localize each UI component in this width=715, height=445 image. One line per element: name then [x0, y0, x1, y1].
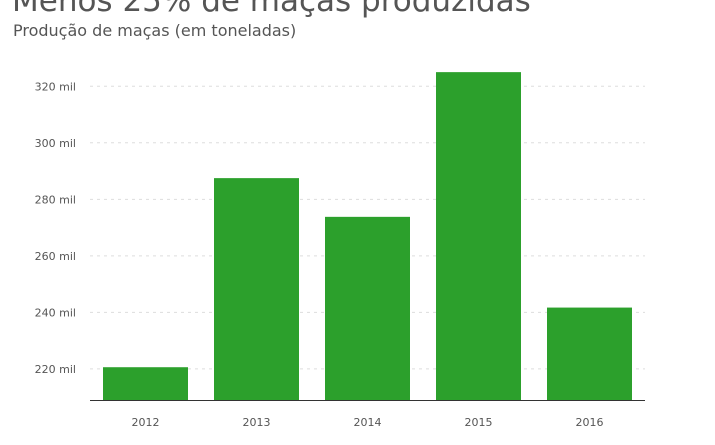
- x-tick-label: 2014: [354, 416, 382, 429]
- x-tick-label: 2016: [576, 416, 604, 429]
- bar-2016: [547, 307, 632, 400]
- y-tick-label: 220 mil: [35, 363, 76, 376]
- y-tick-label: 240 mil: [35, 306, 76, 319]
- y-tick-label: 300 mil: [35, 137, 76, 150]
- x-tick-label: 2013: [243, 416, 271, 429]
- chart-title: Menos 25% de maças produzidas: [12, 0, 531, 19]
- y-axis-labels: 220 mil 240 mil 260 mil 280 mil 300 mil 320 m…: [35, 80, 76, 376]
- x-tick-label: 2012: [132, 416, 160, 429]
- x-tick-label: 2015: [465, 416, 493, 429]
- chart-subtitle: Produção de maças (em toneladas): [13, 21, 297, 40]
- y-tick-label: 320 mil: [35, 80, 76, 93]
- bar-2012: [103, 367, 188, 400]
- bars: [103, 72, 632, 400]
- x-axis-labels: 2012 2013 2014 2015 2016: [132, 416, 604, 429]
- bar-2013: [214, 178, 299, 400]
- y-tick-label: 260 mil: [35, 250, 76, 263]
- y-tick-label: 280 mil: [35, 193, 76, 206]
- bar-2014: [325, 216, 410, 400]
- bar-2015: [436, 72, 521, 400]
